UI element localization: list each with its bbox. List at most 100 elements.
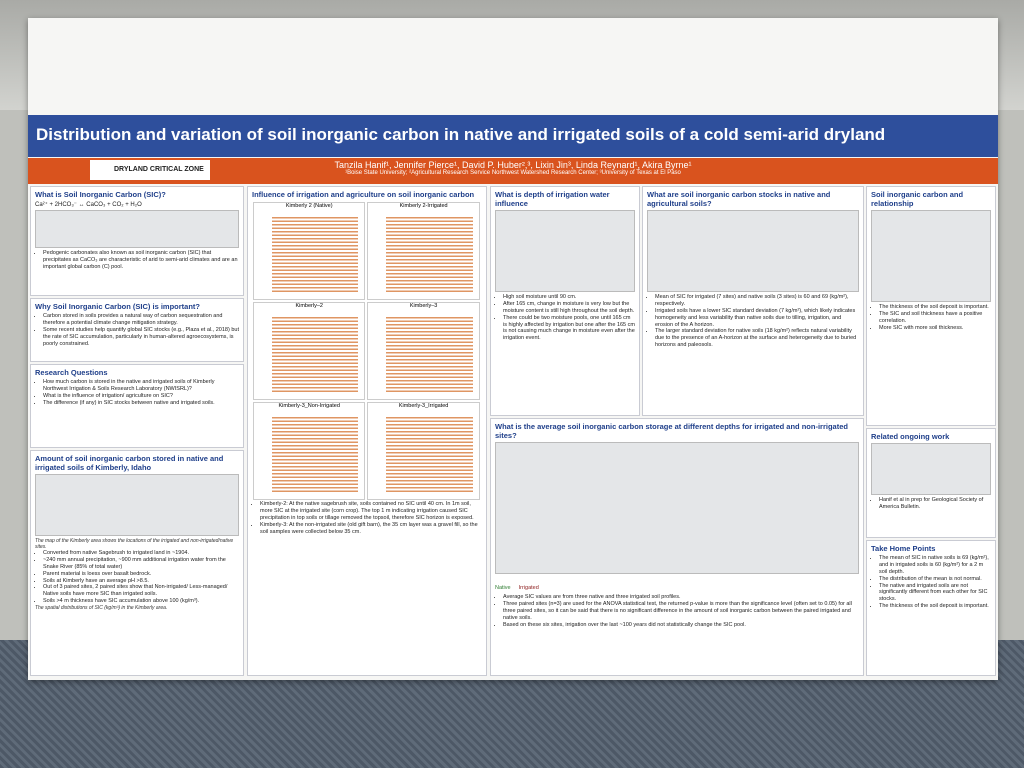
bullet: The native and irrigated soils are not s… xyxy=(879,583,991,604)
bullet: After 165 cm, change in moisture is very… xyxy=(503,301,635,315)
bullet: High soil moisture until 90 cm. xyxy=(503,294,635,301)
bullet: Carbon stored in soils provides a natura… xyxy=(43,313,239,327)
bullet: The larger standard deviation for native… xyxy=(655,328,859,349)
bullet-list: Mean of SIC for irrigated (7 sites) and … xyxy=(647,294,859,349)
bullet-list: Carbon stored in soils provides a natura… xyxy=(35,313,239,347)
bullet: The thickness of the soil deposit is imp… xyxy=(879,304,991,311)
affiliations: ¹Boise State University; ²Agricultural R… xyxy=(345,170,681,176)
bullet: Soils >4 m thickness have SIC accumulati… xyxy=(43,598,239,605)
poster-section: What is depth of irrigation water influe… xyxy=(490,186,640,416)
poster-section: Research Questions How much carbon is sto… xyxy=(30,364,244,448)
panel-title: Kimberly 2-Irrigated xyxy=(399,203,448,209)
bullet: What is the influence of irrigation/ agr… xyxy=(43,393,239,400)
bullet: Kimberly-2: At the native sagebrush site… xyxy=(260,501,482,522)
bullet: Some recent studies help quantify global… xyxy=(43,327,239,348)
chart-panel: Kimberly–2 xyxy=(253,302,366,400)
bullet: How much carbon is stored in the native … xyxy=(43,379,239,393)
figure xyxy=(35,474,239,536)
bullet: More SIC with more soil thickness. xyxy=(879,325,991,332)
poster-section: Take Home Points The mean of SIC in nativ… xyxy=(866,540,996,676)
authors: Tanzila Hanif¹, Jennifer Pierce¹, David … xyxy=(334,160,692,170)
section-heading: Soil inorganic carbon and relationship xyxy=(871,190,964,208)
bullet: Converted from native Sagebrush to irrig… xyxy=(43,550,239,557)
section-heading: Influence of irrigation and agriculture … xyxy=(252,190,475,199)
panel-title: Kimberly 2 (Native) xyxy=(285,203,333,209)
poster-title: Distribution and variation of soil inorg… xyxy=(28,115,998,157)
section-heading: What is the average soil inorganic carbo… xyxy=(495,422,848,440)
section-heading: Related ongoing work xyxy=(871,432,950,441)
section-heading: What is Soil Inorganic Carbon (SIC)? xyxy=(35,190,166,199)
chart-panel: Kimberly 2 (Native) xyxy=(253,202,366,300)
bullet: Average SIC values are from three native… xyxy=(503,594,859,601)
panel-bars xyxy=(272,415,359,493)
bullet: The distribution of the mean is not norm… xyxy=(879,576,991,583)
bullet-list: Average SIC values are from three native… xyxy=(495,594,859,628)
bullet: There could be two moisture pools, one u… xyxy=(503,315,635,343)
figure xyxy=(35,210,239,248)
panel-bars xyxy=(272,315,359,393)
panel-title: Kimberly-3_Irrigated xyxy=(398,403,449,409)
bullet: Mean of SIC for irrigated (7 sites) and … xyxy=(655,294,859,308)
figure xyxy=(647,210,859,292)
bullet-list: High soil moisture until 90 cm.After 165… xyxy=(495,294,635,342)
figure-caption: The spatial distributions of SIC (kg/m³)… xyxy=(35,605,168,611)
bullet-list: Hanif et al in prep for Geological Socie… xyxy=(871,497,991,511)
figure xyxy=(495,442,859,574)
bullet: Out of 3 paired sites, 2 paired sites sh… xyxy=(43,584,239,598)
bullet: Hanif et al in prep for Geological Socie… xyxy=(879,497,991,511)
bullet: The SIC and soil thickness have a positi… xyxy=(879,311,991,325)
bullet: Pedogenic carbonates also known as soil … xyxy=(43,250,239,271)
figure xyxy=(871,443,991,495)
bullet: Irrigated soils have a lower SIC standar… xyxy=(655,308,859,329)
poster-section: Influence of irrigation and agriculture … xyxy=(247,186,487,676)
bullet-list: Converted from native Sagebrush to irrig… xyxy=(35,550,239,605)
legend-entry: Native xyxy=(495,585,511,591)
bullet: Parent material is loess over basalt bed… xyxy=(43,571,239,578)
poster-section: What is Soil Inorganic Carbon (SIC)? Ca²⁺… xyxy=(30,186,244,296)
panel-title: Kimberly-3_Non-Irrigated xyxy=(278,403,340,409)
section-heading: Why Soil Inorganic Carbon (SIC) is impor… xyxy=(35,302,201,311)
bullet: Kimberly-3: At the non-irrigated site (o… xyxy=(260,522,482,536)
chart-panel: Kimberly 2-Irrigated xyxy=(367,202,480,300)
figure xyxy=(871,210,991,302)
bullet-list: Kimberly-2: At the native sagebrush site… xyxy=(252,501,482,535)
section-heading: What are soil inorganic carbon stocks in… xyxy=(647,190,831,208)
bullet-list: The mean of SIC in native soils is 69 (k… xyxy=(871,555,991,610)
logo: DRYLAND CRITICAL ZONE xyxy=(90,160,210,180)
chart-panel: Kimberly-3_Non-Irrigated xyxy=(253,402,366,500)
panel-bars xyxy=(386,215,473,293)
section-heading: Research Questions xyxy=(35,368,108,377)
bullet-list: Pedogenic carbonates also known as soil … xyxy=(35,250,239,271)
poster-section: Related ongoing work Hanif et al in prep … xyxy=(866,428,996,538)
figure-caption: The map of the Kimberly area shows the l… xyxy=(35,538,234,550)
bullet: ~240 mm annual precipitation, ~900 mm ad… xyxy=(43,557,239,571)
bullet: Soils at Kimberly have an average pH >8.… xyxy=(43,578,239,585)
chart-panel: Kimberly–3 xyxy=(367,302,480,400)
panel-title: Kimberly–3 xyxy=(409,303,438,309)
bullet: The mean of SIC in native soils is 69 (k… xyxy=(879,555,991,576)
chart-panel: Kimberly-3_Irrigated xyxy=(367,402,480,500)
section-heading: What is depth of irrigation water influe… xyxy=(495,190,610,208)
bullet: Three paired sites (n=3) are used for th… xyxy=(503,601,859,622)
bullet-list: How much carbon is stored in the native … xyxy=(35,379,239,407)
bullet: The difference (if any) in SIC stocks be… xyxy=(43,400,239,407)
poster-section: Why Soil Inorganic Carbon (SIC) is impor… xyxy=(30,298,244,362)
figure xyxy=(495,210,635,292)
bullet-list: The thickness of the soil deposit is imp… xyxy=(871,304,991,332)
panel-bars xyxy=(386,315,473,393)
bullet: Based on these six sites, irrigation ove… xyxy=(503,622,859,629)
bullet: The thickness of the soil deposit is imp… xyxy=(879,603,991,610)
equation: Ca²⁺ + 2HCO₃⁻ ↔ CaCO₃ + CO₂ + H₂O xyxy=(35,202,142,208)
poster-section: What is the average soil inorganic carbo… xyxy=(490,418,864,676)
poster-section: Soil inorganic carbon and relationship Th… xyxy=(866,186,996,426)
panel-bars xyxy=(386,415,473,493)
poster-section: Amount of soil inorganic carbon stored i… xyxy=(30,450,244,676)
poster-section: What are soil inorganic carbon stocks in… xyxy=(642,186,864,416)
section-heading: Amount of soil inorganic carbon stored i… xyxy=(35,454,224,472)
panel-bars xyxy=(272,215,359,293)
poster: Distribution and variation of soil inorg… xyxy=(28,18,998,680)
section-heading: Take Home Points xyxy=(871,544,936,553)
panel-title: Kimberly–2 xyxy=(295,303,323,309)
legend-entry: Irrigated xyxy=(518,585,539,591)
